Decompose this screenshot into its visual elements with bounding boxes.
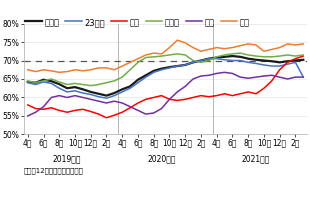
Text: 2021年度: 2021年度 [242, 154, 270, 163]
Legend: 東京圏, 23区内, 都下, 神奈川, 埼玉, 千葉: 東京圏, 23区内, 都下, 神奈川, 埼玉, 千葉 [20, 11, 256, 33]
Text: 2019年度: 2019年度 [53, 154, 81, 163]
Text: 2020年度: 2020年度 [147, 154, 176, 163]
Text: （注）12か月後方移動平均値: （注）12か月後方移動平均値 [24, 168, 84, 174]
